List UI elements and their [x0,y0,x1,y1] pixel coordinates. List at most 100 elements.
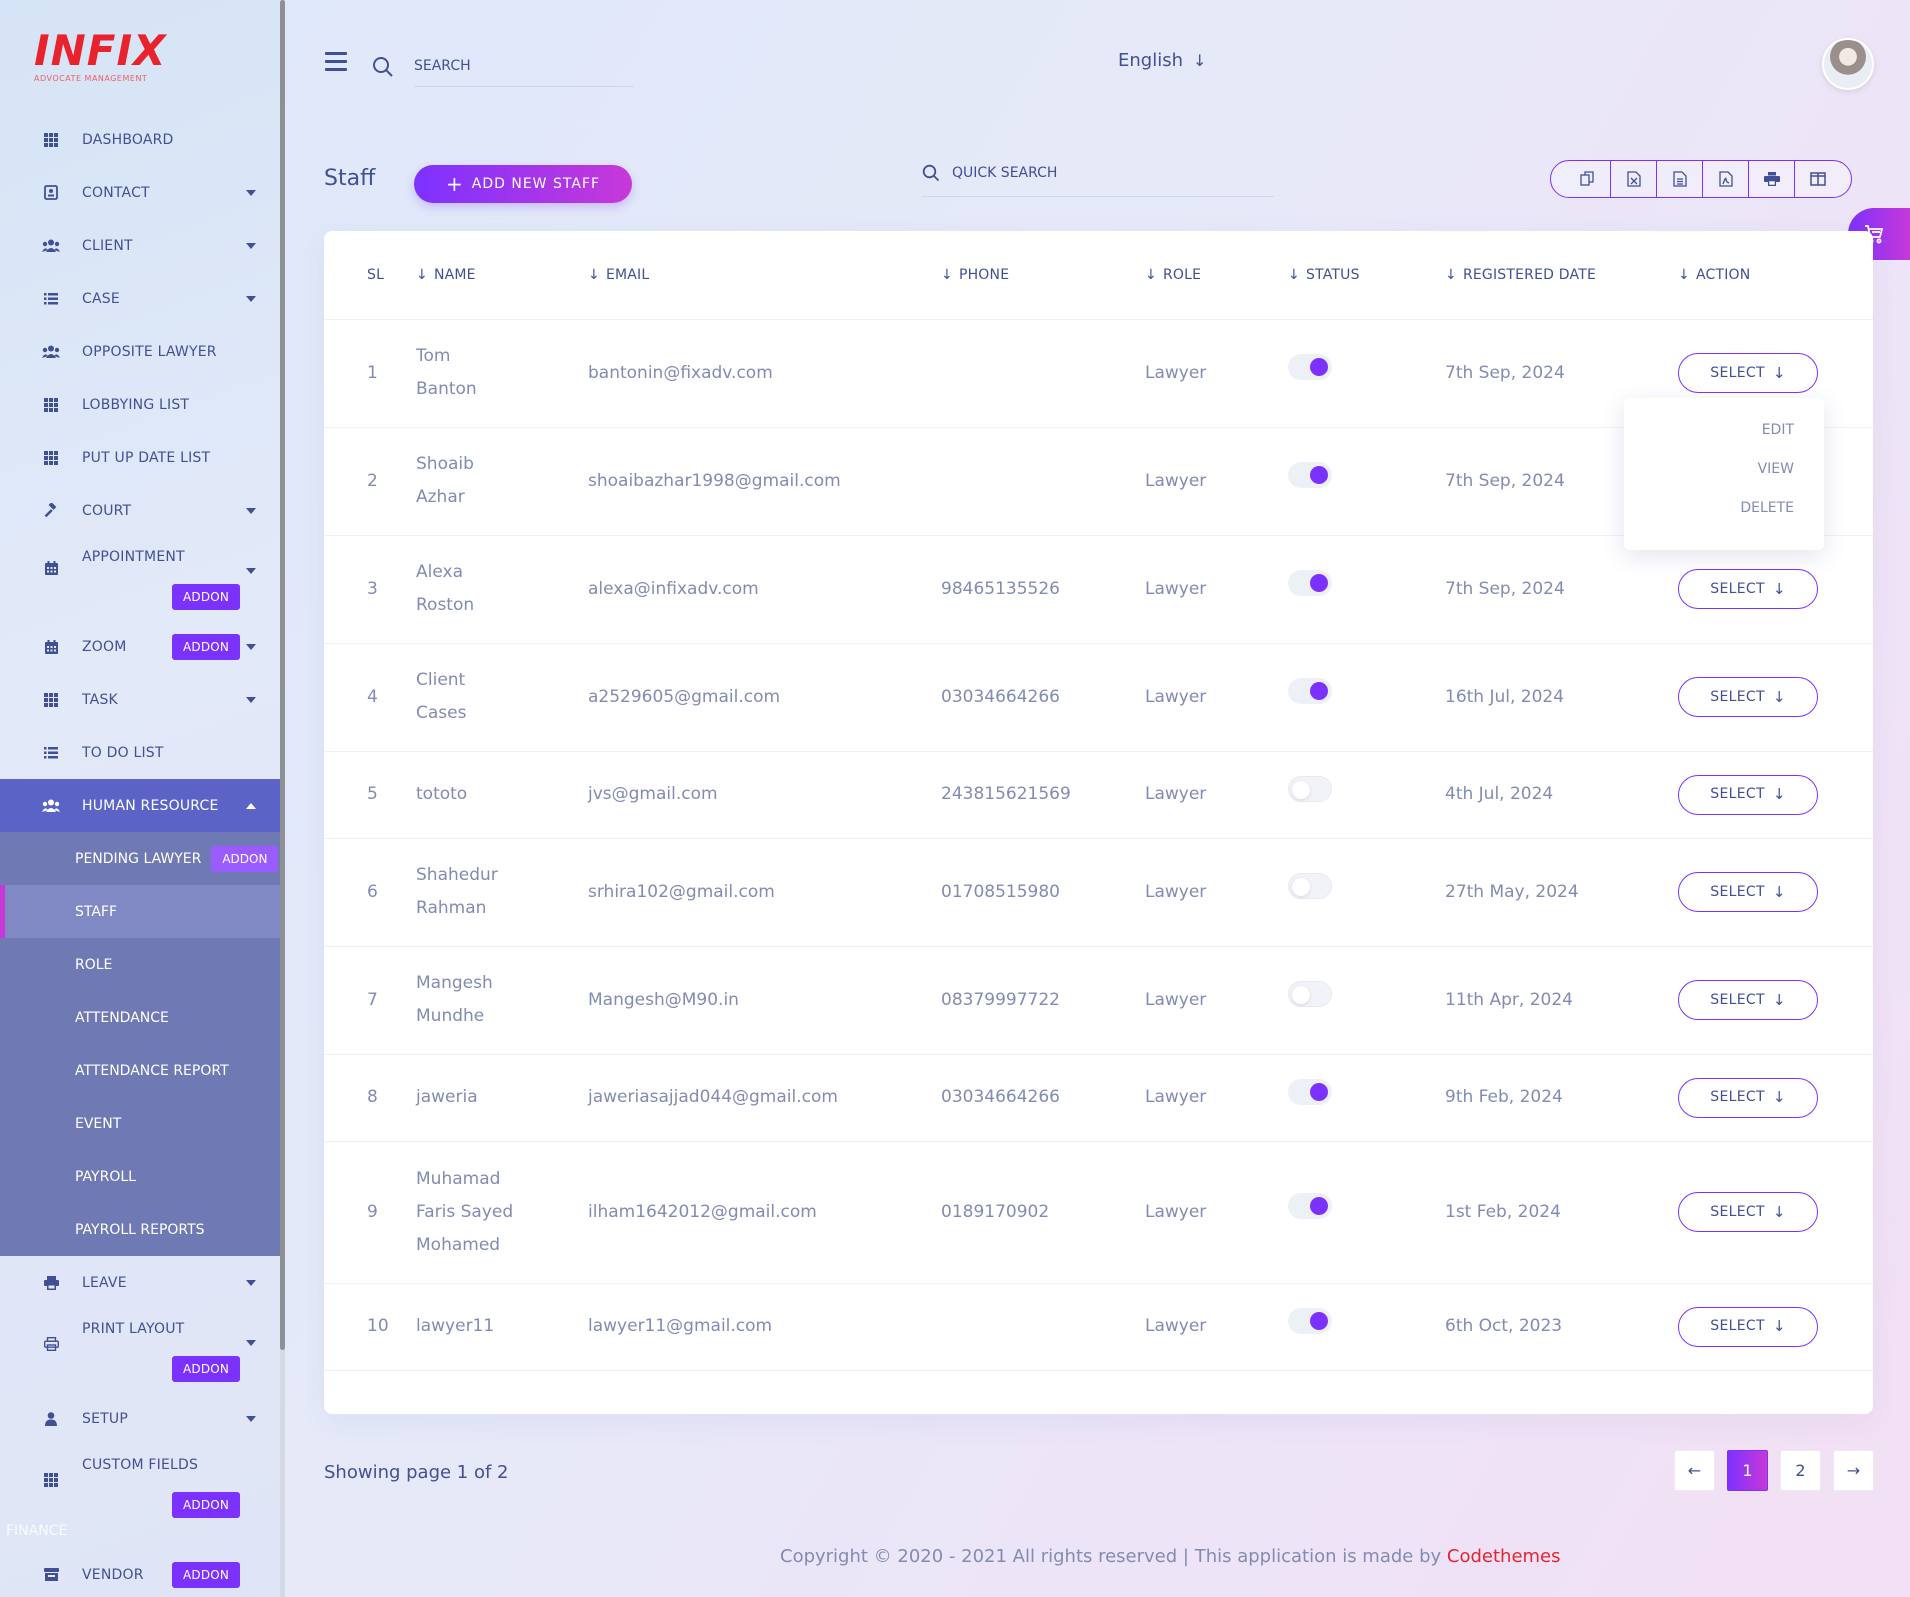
search-input[interactable] [414,46,634,87]
csv-button[interactable] [1657,161,1703,197]
sidebar-item-zoom[interactable]: ZOOM ADDON [0,620,281,673]
sidebar-subitem-event[interactable]: EVENT [0,1097,281,1150]
select-action-button[interactable]: SELECT ↓ [1678,677,1818,717]
column-header-name[interactable]: ↓ NAME [416,231,588,320]
sidebar-item-print-layout[interactable]: PRINT LAYOUT ADDON [0,1309,281,1392]
select-label: SELECT [1710,1318,1765,1334]
select-action-button[interactable]: SELECT ↓ [1678,353,1818,393]
store-icon [42,1566,60,1584]
cell-role: Lawyer [1145,838,1288,947]
column-header-status[interactable]: ↓ STATUS [1288,231,1445,320]
sidebar-item-vendor[interactable]: VENDOR ADDON [0,1548,281,1597]
sidebar-item-appointment[interactable]: APPOINTMENT ADDON [0,537,281,620]
status-toggle[interactable] [1288,981,1332,1007]
sidebar-item-contact[interactable]: CONTACT [0,166,281,219]
column-header-registered-date[interactable]: ↓ REGISTERED DATE [1445,231,1678,320]
status-toggle[interactable] [1288,873,1332,899]
sidebar-subitem-payroll-reports[interactable]: PAYROLL REPORTS [0,1203,281,1256]
sidebar-item-opposite-lawyer[interactable]: OPPOSITE LAWYER [0,325,281,378]
prev-page-button[interactable]: ← [1674,1450,1715,1491]
sidebar-subitem-attendance[interactable]: ATTENDANCE [0,991,281,1044]
cell-role: Lawyer [1145,1283,1288,1371]
status-toggle[interactable] [1288,570,1332,596]
status-toggle[interactable] [1288,678,1332,704]
column-header-sl[interactable]: SL [324,231,416,320]
logo[interactable]: INFIX ADVOCATE MANAGEMENT [34,30,166,84]
language-select[interactable]: English ↓ [1118,50,1206,71]
users-icon [42,797,60,815]
status-toggle[interactable] [1288,1307,1332,1334]
page-button-1[interactable]: 1 [1727,1450,1768,1491]
print-button[interactable] [1749,161,1795,197]
select-action-button[interactable]: SELECT ↓ [1678,1306,1818,1347]
add-new-staff-button[interactable]: + ADD NEW STAFF [414,165,632,203]
sidebar-item-to-do-list[interactable]: TO DO LIST [0,726,281,779]
column-header-phone[interactable]: ↓ PHONE [941,231,1145,320]
column-header-email[interactable]: ↓ EMAIL [588,231,941,320]
status-toggle[interactable] [1288,462,1332,488]
status-toggle[interactable] [1288,775,1332,802]
next-page-button[interactable]: → [1833,1450,1874,1491]
menu-item-view[interactable]: VIEW [1757,461,1794,477]
sidebar-item-custom-fields[interactable]: CUSTOM FIELDS ADDON [0,1445,281,1528]
status-toggle[interactable] [1288,1193,1332,1219]
name-line: jaweria [416,1087,478,1107]
codethemes-link[interactable]: Codethemes [1446,1546,1561,1567]
sidebar-subitem-pending-lawyer[interactable]: PENDING LAWYER ADDON [0,832,281,885]
page-button-2[interactable]: 2 [1780,1450,1821,1491]
sidebar-item-task[interactable]: TASK [0,673,281,726]
select-action-button[interactable]: SELECT ↓ [1678,1077,1818,1118]
pdf-button[interactable] [1703,161,1749,197]
global-search [372,46,634,87]
excel-button[interactable] [1611,161,1657,197]
name-line: Alexa [416,562,463,582]
scrollbar-thumb[interactable] [280,0,285,1350]
column-header-action[interactable]: ↓ ACTION [1678,231,1873,320]
sidebar-item-court[interactable]: COURT [0,484,281,537]
avatar[interactable] [1822,38,1874,90]
toggle-knob [1292,878,1310,896]
copy-button[interactable] [1551,161,1611,197]
sidebar-item-case[interactable]: CASE [0,272,281,325]
cell-status [1288,946,1445,1055]
menu-item-delete[interactable]: DELETE [1740,500,1794,516]
chevron-down-icon [246,507,256,514]
sidebar-subitem-role[interactable]: ROLE [0,938,281,991]
sidebar-item-leave[interactable]: LEAVE [0,1256,281,1309]
sidebar-item-human-resource[interactable]: HUMAN RESOURCE [0,779,281,832]
name-line: Mangesh [416,973,493,993]
cell-email: alexa@infixadv.com [588,535,941,644]
select-action-button[interactable]: SELECT ↓ [1678,872,1818,912]
column-header-role[interactable]: ↓ ROLE [1145,231,1288,320]
search-icon [372,56,394,78]
sidebar-subitem-payroll[interactable]: PAYROLL [0,1150,281,1203]
select-action-button[interactable]: SELECT ↓ [1678,569,1818,609]
select-action-button[interactable]: SELECT ↓ [1678,980,1818,1020]
columns-button[interactable] [1795,161,1851,197]
menu-item-edit[interactable]: EDIT [1761,422,1794,438]
name-line: Cases [416,703,467,723]
csv-icon [1672,171,1687,187]
columns-icon [1810,172,1826,186]
sidebar-subitem-staff[interactable]: STAFF [0,885,281,938]
quick-search-input[interactable] [952,165,1252,181]
select-action-button[interactable]: SELECT ↓ [1678,774,1818,815]
cell-sl: 9 [324,1141,416,1284]
menu-toggle-button[interactable] [325,52,347,76]
sidebar-item-lobbying-list[interactable]: LOBBYING LIST [0,378,281,431]
add-new-staff-label: ADD NEW STAFF [471,176,600,192]
sidebar-item-client[interactable]: CLIENT [0,219,281,272]
sidebar-item-dashboard[interactable]: DASHBOARD [0,113,281,166]
sidebar-scrollbar[interactable] [280,0,285,1597]
status-toggle[interactable] [1288,354,1332,380]
cell-action: SELECT ↓ [1678,643,1873,752]
cell-status [1288,1054,1445,1142]
list-icon [42,290,60,308]
status-toggle[interactable] [1288,1078,1332,1105]
select-action-button[interactable]: SELECT ↓ [1678,1192,1818,1232]
sidebar-item-put-up-date-list[interactable]: PUT UP DATE LIST [0,431,281,484]
sidebar-subitem-attendance-report[interactable]: ATTENDANCE REPORT [0,1044,281,1097]
name-line: Banton [416,379,477,399]
sidebar-item-setup[interactable]: SETUP [0,1392,281,1445]
cell-registered-date: 7th Sep, 2024 [1445,535,1678,644]
